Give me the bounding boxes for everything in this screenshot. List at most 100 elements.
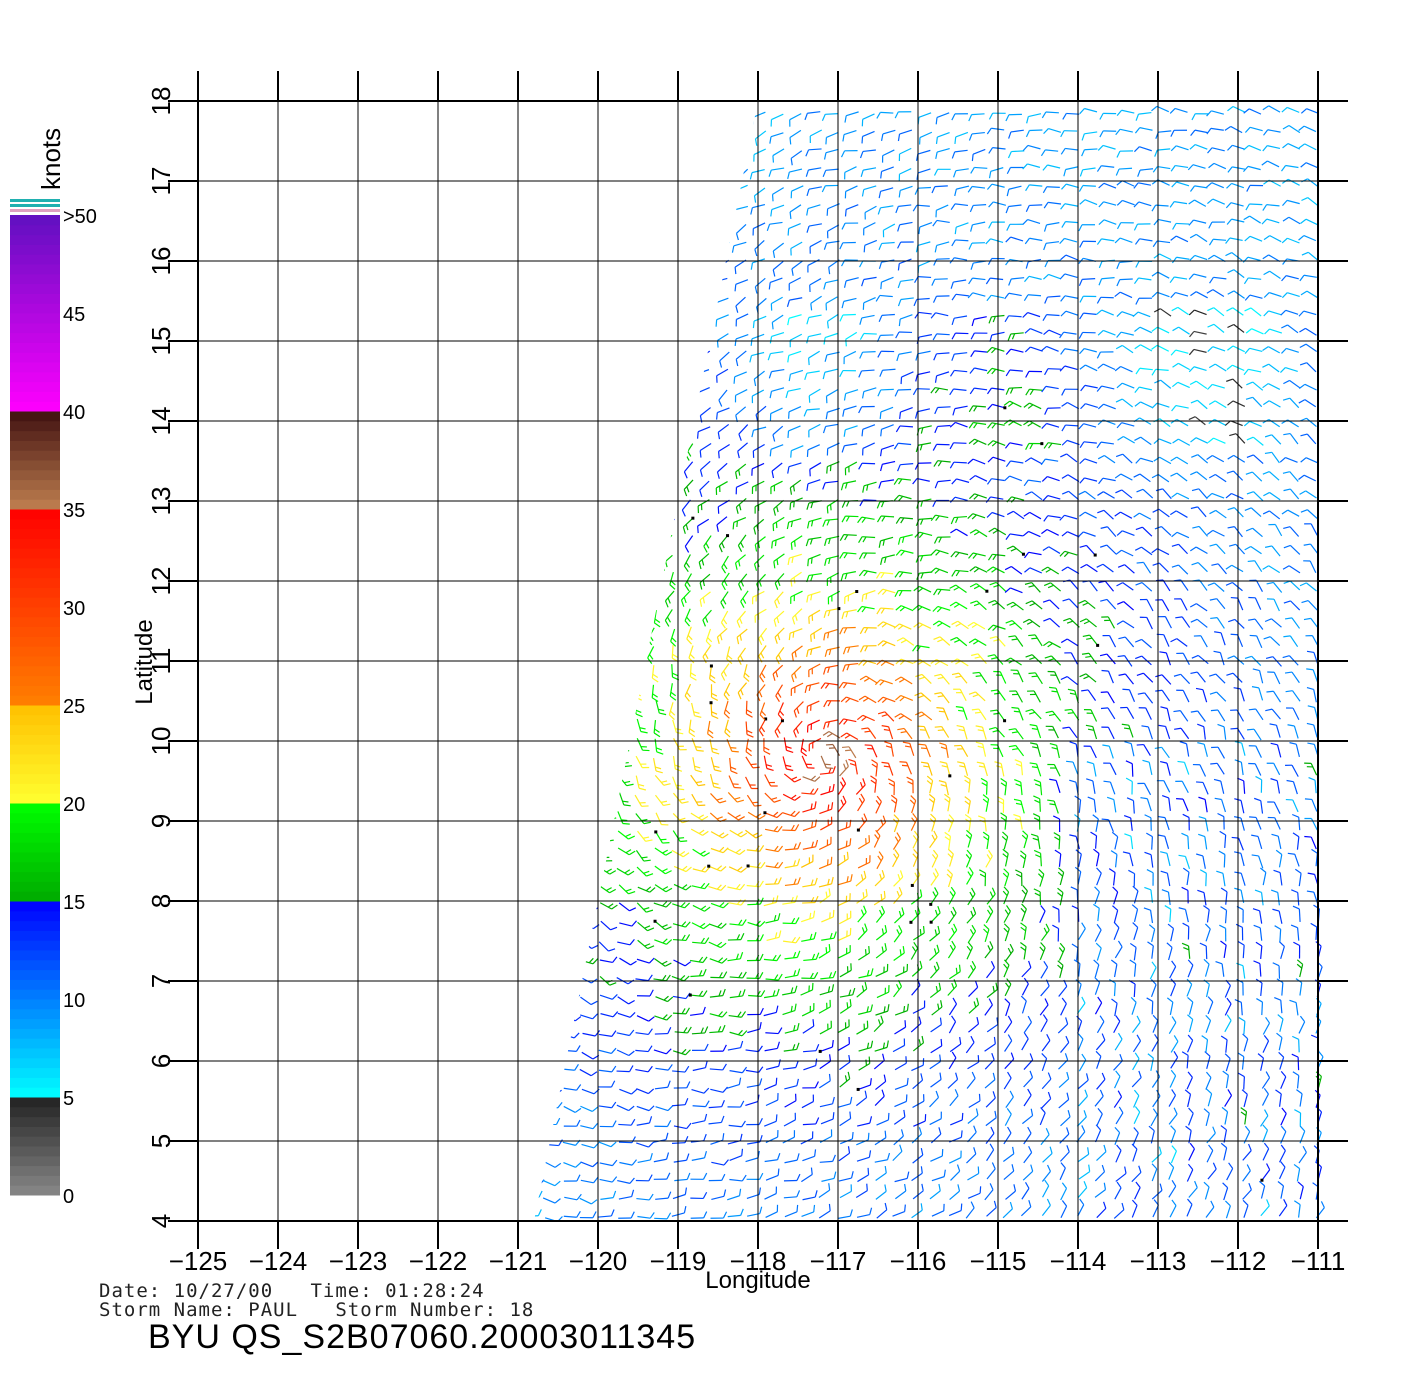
wind-barb xyxy=(534,712,538,715)
wind-barb xyxy=(1151,1070,1161,1088)
wind-barb xyxy=(1231,836,1244,851)
wind-barb xyxy=(1243,144,1262,152)
wind-barb xyxy=(1298,383,1317,391)
wind-barb xyxy=(929,961,940,979)
wind-barb xyxy=(727,812,745,821)
wind-barb xyxy=(877,588,896,596)
wind-barb xyxy=(644,113,657,128)
wind-barb xyxy=(534,677,538,681)
wind-barb xyxy=(618,884,636,895)
wind-barb xyxy=(870,775,877,793)
wind-barb xyxy=(968,438,987,446)
wind-barb xyxy=(1093,959,1100,978)
wind-barb xyxy=(569,221,582,237)
wind-barb xyxy=(1155,689,1171,702)
wind-barb xyxy=(1008,728,1024,740)
wind-barb xyxy=(1134,326,1153,334)
wind-barb xyxy=(1261,1071,1271,1089)
wind-barb xyxy=(1118,636,1135,648)
wind-barb xyxy=(1024,346,1043,353)
wind-barb xyxy=(932,295,950,303)
wind-barb xyxy=(965,829,973,848)
wind-barb xyxy=(825,131,839,145)
wind-barb xyxy=(599,1120,617,1128)
wind-barb xyxy=(933,460,951,467)
wind-barb xyxy=(784,1093,797,1108)
colorbar-swatch xyxy=(10,832,60,843)
wind-barb xyxy=(1301,178,1319,188)
wind-barb xyxy=(987,257,1005,265)
wind-barb xyxy=(862,481,877,493)
wind-barb xyxy=(823,148,839,160)
wind-barb xyxy=(949,461,967,469)
wind-barb xyxy=(520,113,527,130)
wind-barb xyxy=(569,406,581,423)
wind-barb xyxy=(1113,1202,1125,1219)
wind-barb xyxy=(1078,184,1096,192)
wind-barb xyxy=(1220,1142,1228,1161)
wind-barb xyxy=(985,1110,997,1127)
wind-barb xyxy=(1025,184,1043,192)
wind-barb xyxy=(735,406,747,423)
wind-barb xyxy=(809,239,822,254)
wind-barb xyxy=(764,1186,778,1200)
wind-barb xyxy=(1008,277,1025,286)
wind-barb xyxy=(1189,380,1208,390)
wind-barb xyxy=(1079,544,1096,556)
wind-barb xyxy=(1080,384,1098,392)
wind-barb xyxy=(1039,905,1046,924)
wind-barb xyxy=(820,755,834,769)
wind-barb xyxy=(1227,345,1245,353)
wind-barb xyxy=(1094,1089,1104,1107)
grid xyxy=(168,71,1348,1249)
wind-barb xyxy=(663,388,674,405)
wind-barb xyxy=(661,405,673,421)
wind-barb xyxy=(525,536,531,552)
wind-barb xyxy=(1270,889,1280,906)
wind-barb xyxy=(1151,1163,1158,1182)
wind-barb xyxy=(534,1088,543,1096)
wind-barb xyxy=(680,590,691,607)
wind-barb xyxy=(1007,150,1025,159)
wind-barb xyxy=(518,151,526,168)
colorbar-swatch xyxy=(10,342,60,353)
wind-barb xyxy=(819,1039,834,1052)
wind-barb xyxy=(1234,798,1245,814)
wind-barb xyxy=(841,746,857,759)
wind-barb xyxy=(554,131,564,149)
wind-barb xyxy=(861,113,875,127)
wind-barb xyxy=(1023,294,1042,302)
wind-barb xyxy=(949,964,961,980)
wind-barb xyxy=(1083,708,1098,722)
wind-barb xyxy=(1112,886,1119,905)
wind-barb xyxy=(571,277,583,294)
wind-barb xyxy=(929,982,942,999)
rain-flag xyxy=(909,920,913,924)
wind-barb xyxy=(1188,1180,1198,1198)
wind-barb xyxy=(948,886,956,905)
wind-barb xyxy=(628,573,637,591)
wind-barb xyxy=(753,518,765,535)
wind-barb xyxy=(1187,996,1194,1015)
wind-barb xyxy=(697,518,710,534)
wind-barb xyxy=(1262,363,1280,373)
wind-barb xyxy=(1039,942,1046,961)
wind-barb xyxy=(1191,488,1208,500)
wind-barb xyxy=(580,1122,598,1130)
wind-barb xyxy=(536,223,547,241)
wind-barb xyxy=(858,405,875,414)
wind-barb xyxy=(690,828,709,836)
wind-barb xyxy=(1063,617,1080,628)
wind-barb xyxy=(910,906,921,923)
wind-barb xyxy=(861,130,875,144)
wind-barb xyxy=(1094,1124,1102,1143)
wind-barb xyxy=(731,241,747,253)
wind-barb xyxy=(1280,1125,1287,1144)
wind-barb xyxy=(1206,110,1224,117)
wind-barb xyxy=(1025,370,1042,378)
wind-barb xyxy=(861,727,877,739)
rain-flag xyxy=(1021,552,1025,556)
wind-barb xyxy=(571,351,582,369)
colorbar-swatch xyxy=(10,489,60,500)
